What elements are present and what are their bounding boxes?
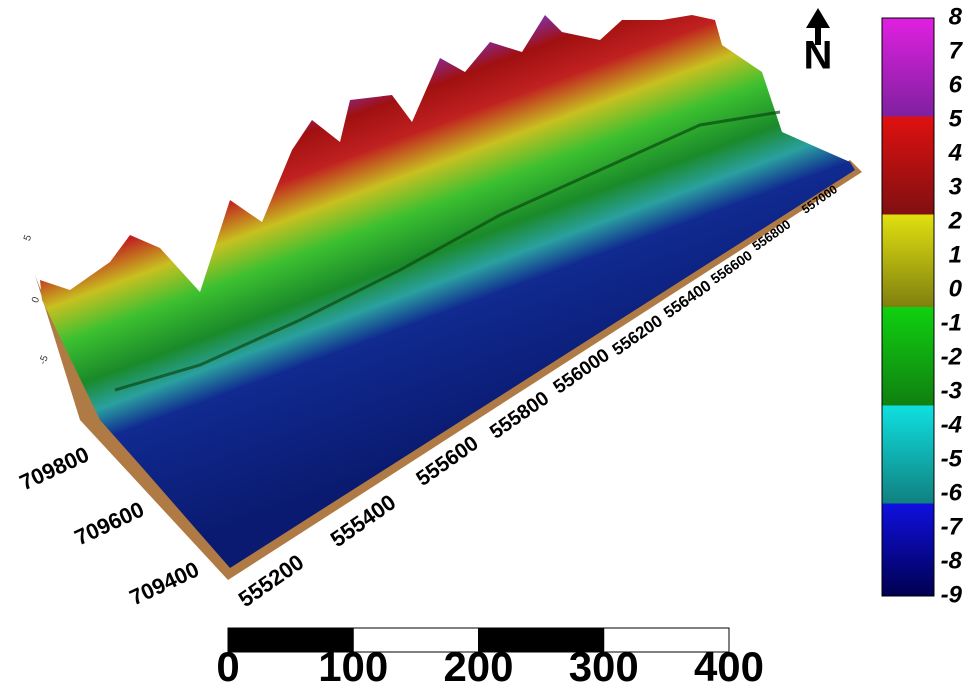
terrain-surface xyxy=(40,15,855,568)
elevation-label: -5 xyxy=(37,354,51,367)
colorbar-label: -3 xyxy=(941,377,963,404)
northing-label: 709400 xyxy=(126,557,203,611)
colorbar-label: 6 xyxy=(949,71,963,98)
colorbar-label: -2 xyxy=(941,343,963,370)
colorbar-label: -7 xyxy=(941,513,964,540)
scale-label: 100 xyxy=(318,643,388,689)
colorbar-label: -1 xyxy=(941,309,962,336)
scale-label: 400 xyxy=(694,643,764,689)
colorbar-label: 8 xyxy=(949,3,963,30)
colorbar-label: -8 xyxy=(941,547,963,574)
scale-label: 0 xyxy=(216,643,239,689)
elevation-label: 0 xyxy=(30,295,42,304)
northing-label: 709600 xyxy=(71,497,148,551)
scale-label: 200 xyxy=(443,643,513,689)
colorbar-label: 0 xyxy=(949,275,963,302)
colorbar-label: -6 xyxy=(941,479,963,506)
colorbar-label: 7 xyxy=(949,37,964,64)
north-arrow xyxy=(806,8,830,45)
north-label: N xyxy=(804,34,833,78)
scale-segment xyxy=(603,627,730,653)
scale-segment xyxy=(227,627,354,653)
scale-label: 300 xyxy=(569,643,639,689)
contour xyxy=(114,110,781,392)
colorbar-label: 1 xyxy=(949,241,962,268)
northing-label: 709800 xyxy=(16,442,93,496)
colorbar-label: 3 xyxy=(949,173,963,200)
colorbar-label: 5 xyxy=(949,105,963,132)
colorbar-label: -4 xyxy=(941,411,962,438)
colorbar-label: -5 xyxy=(941,445,963,472)
colorbar-label: -9 xyxy=(941,581,963,608)
scale-segment xyxy=(352,627,479,653)
colorbar xyxy=(881,17,935,597)
elevation-label: 5 xyxy=(22,233,34,242)
colorbar-label: 2 xyxy=(948,207,963,234)
scale-bar: 0 100 200 300 400 xyxy=(216,627,764,689)
colorbar-label: 4 xyxy=(948,139,962,166)
